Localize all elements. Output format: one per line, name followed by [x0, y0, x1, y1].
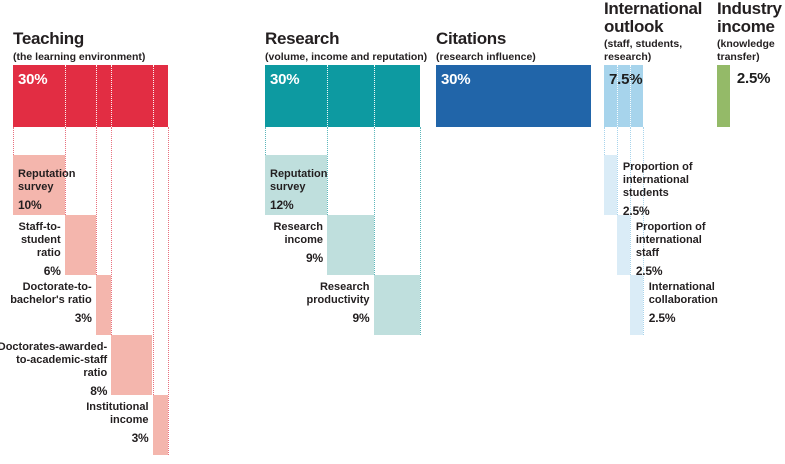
segment-percentage: 6%: [43, 263, 61, 278]
segment-name: Research income: [273, 221, 323, 246]
international-outlook-segment-label: Proportion of international staff 2.5%: [636, 221, 731, 278]
industry-income-subtitle: (knowledge transfer): [717, 38, 775, 63]
international-outlook-title: International outlook: [604, 0, 703, 36]
teaching-bar-divider: [152, 65, 154, 127]
international-outlook-guide: [604, 127, 605, 155]
international-outlook-guide: [629, 127, 631, 275]
teaching-guide: [111, 127, 113, 335]
segment-name: Doctorates-awarded- to-academic-staff ra…: [0, 341, 108, 379]
teaching-segment-block: [152, 395, 168, 455]
international-outlook-segment-block: [616, 215, 630, 275]
research-total-bar: [265, 65, 420, 127]
segment-name: Institutional income: [86, 401, 149, 426]
research-segment-label: Reputation survey 12%: [270, 168, 328, 212]
research-guide: [373, 127, 375, 275]
segment-name: Proportion of international staff: [635, 221, 706, 259]
international-outlook-segment-block: [604, 155, 617, 215]
teaching-guide: [64, 127, 66, 215]
teaching-segment-block: [95, 275, 112, 335]
international-outlook-segment-label: Proportion of international students 2.5%: [623, 161, 718, 218]
research-guide: [265, 127, 266, 155]
research-guide: [327, 127, 328, 215]
segment-name: Proportion of international students: [622, 161, 693, 199]
segment-name: Reputation survey: [18, 168, 76, 193]
research-segment-block: [373, 275, 420, 335]
teaching-segment-label: Doctorates-awarded- to-academic-staff ra…: [0, 341, 107, 398]
teaching-guide: [13, 127, 14, 155]
segment-percentage: 9%: [352, 310, 370, 325]
segment-percentage: 3%: [74, 310, 92, 325]
teaching-bar-divider: [95, 65, 97, 127]
teaching-guide: [152, 127, 154, 395]
segment-percentage: 10%: [18, 197, 42, 212]
segment-percentage: 2.5%: [635, 263, 663, 278]
teaching-segment-block: [64, 215, 96, 275]
teaching-header: Teaching (the learning environment): [13, 0, 213, 63]
teaching-total-label: 30%: [18, 71, 48, 88]
international-outlook-segment-label: International collaboration 2.5%: [649, 281, 744, 325]
industry-income-header: Industry income (knowledge transfer): [717, 0, 785, 63]
segment-percentage: 9%: [306, 250, 323, 265]
international-outlook-total-label: 7.5%: [609, 71, 643, 88]
research-header: Research (volume, income and reputation): [265, 0, 465, 63]
international-outlook-segment-block: [629, 275, 643, 335]
teaching-subtitle: (the learning environment): [13, 50, 146, 63]
international-outlook-bar-divider: [616, 65, 618, 127]
research-subtitle: (volume, income and reputation): [265, 50, 428, 63]
research-title: Research: [265, 29, 340, 49]
segment-percentage: 3%: [131, 430, 149, 445]
research-segment-block: [265, 155, 327, 215]
research-guide: [420, 127, 421, 335]
teaching-bar-divider: [111, 65, 113, 127]
segment-percentage: 2.5%: [648, 310, 676, 325]
international-outlook-guide: [616, 127, 618, 215]
industry-income-total-bar: [717, 65, 730, 127]
research-bar-divider: [327, 65, 328, 127]
international-outlook-subtitle: (staff, students, research): [604, 38, 683, 63]
teaching-guide: [168, 127, 169, 455]
segment-name: Staff-to- student ratio: [18, 221, 61, 259]
citations-total-label: 30%: [441, 71, 471, 88]
research-total-label: 30%: [270, 71, 300, 88]
research-segment-label: Research income 9%: [173, 221, 323, 265]
teaching-segment-block: [13, 155, 65, 215]
teaching-segment-label: Staff-to- student ratio 6%: [0, 221, 61, 278]
citations-total-bar: [436, 65, 591, 127]
teaching-bar-divider: [64, 65, 66, 127]
segment-name: Reputation survey: [270, 168, 328, 193]
industry-income-total-label: 2.5%: [736, 70, 771, 87]
international-outlook-guide: [642, 127, 644, 335]
segment-name: Research productivity: [306, 281, 370, 306]
segment-name: Doctorate-to- bachelor's ratio: [10, 281, 92, 306]
international-outlook-bar-divider: [629, 65, 631, 127]
citations-title: Citations: [436, 29, 507, 49]
teaching-total-bar: [13, 65, 168, 127]
research-segment-block: [327, 215, 374, 275]
international-outlook-total-bar: [604, 65, 643, 127]
research-bar-divider: [373, 65, 375, 127]
teaching-segment-block: [111, 335, 153, 395]
citations-subtitle: (research influence): [436, 50, 536, 63]
industry-income-title: Industry income: [717, 0, 782, 36]
teaching-guide: [95, 127, 97, 275]
segment-percentage: 12%: [270, 197, 294, 212]
teaching-segment-label: Doctorate-to- bachelor's ratio 3%: [0, 281, 92, 325]
citations-header: Citations (research influence): [436, 0, 636, 63]
teaching-segment-label: Institutional income 3%: [0, 401, 149, 445]
segment-percentage: 8%: [90, 383, 108, 398]
segment-percentage: 2.5%: [622, 203, 650, 218]
teaching-segment-label: Reputation survey 10%: [18, 168, 76, 212]
international-outlook-header: International outlook (staff, students, r…: [604, 0, 712, 63]
teaching-title: Teaching: [13, 29, 84, 49]
segment-name: International collaboration: [648, 281, 718, 306]
research-segment-label: Research productivity 9%: [220, 281, 370, 325]
